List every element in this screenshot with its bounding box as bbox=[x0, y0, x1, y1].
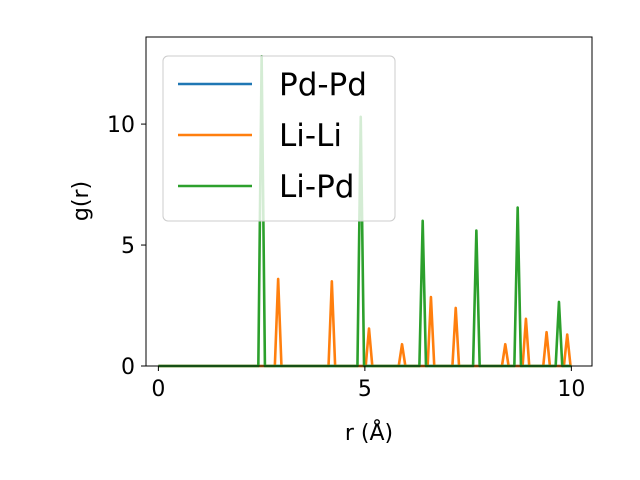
y-tick-label: 10 bbox=[107, 113, 135, 138]
x-tick-label: 10 bbox=[557, 377, 585, 402]
y-tick-label: 0 bbox=[121, 355, 135, 380]
x-axis-label: r (Å) bbox=[345, 419, 393, 446]
x-tick-label: 0 bbox=[151, 377, 165, 402]
legend-label-li-li: Li-Li bbox=[279, 118, 342, 154]
y-tick-label: 5 bbox=[121, 234, 135, 259]
legend: Pd-Pd Li-Li Li-Pd bbox=[163, 56, 395, 221]
legend-label-li-pd: Li-Pd bbox=[279, 169, 354, 205]
y-axis-label: g(r) bbox=[69, 181, 94, 221]
x-tick-label: 5 bbox=[358, 377, 372, 402]
legend-label-pd-pd: Pd-Pd bbox=[279, 67, 367, 103]
